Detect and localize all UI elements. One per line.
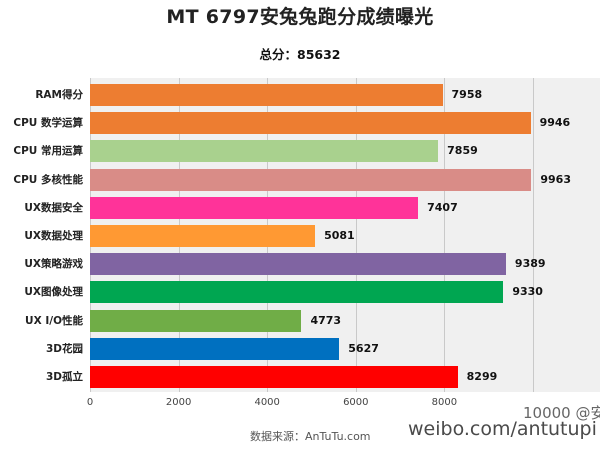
chart-title: MT 6797安兔兔跑分成绩曝光 [166,6,434,28]
bar-value-label: 5081 [324,229,355,242]
x-tick-label: 2000 [165,397,192,408]
bar-value-label: 9963 [540,172,571,186]
bar [90,225,316,247]
bar [90,140,439,163]
bar-value-label: 7859 [447,144,478,158]
gridline [355,78,357,392]
data-source: 数据来源：AnTuTu.com [250,430,371,443]
x-tick-label: 6000 [343,397,369,408]
bar-value-label: 9389 [514,257,546,271]
bar-value-label: 9946 [539,116,571,130]
category-label: UX I/O性能 [25,314,83,327]
bar [90,168,532,191]
bar [90,196,419,219]
gridline [533,78,534,392]
x-tick-label: 4000 [254,397,280,408]
bar-value-label: 9330 [512,285,543,299]
category-label: UX策略游戏 [24,258,83,271]
plot-area: 7958 9946 7859 9963 7407 5081 9389 9330 4773 5627… [90,78,600,392]
bar [90,366,458,388]
category-label: 3D孤立 [45,371,83,383]
x-tick-label: 8000 [431,397,458,408]
gridline [444,78,446,392]
watermark-overlap: 10000 @安 [523,404,600,422]
bar [90,309,302,332]
bar [90,112,531,135]
bar-value-label: 8299 [466,370,498,383]
category-label: RAM得分 [35,89,83,101]
x-tick-label: 0 [86,397,94,408]
bar [90,337,340,360]
bar-value-label: 5627 [348,341,379,355]
category-label: 3D花园 [45,342,83,355]
category-label: UX数据安全 [24,201,83,214]
chart-subtitle: 总分：85632 [259,47,341,62]
bar [90,281,504,304]
watermark: weibo.com/antutupi [408,418,597,440]
category-label: CPU 数学运算 [13,117,83,130]
bar-value-label: 7958 [451,88,483,101]
category-label: CPU 多核性能 [13,173,83,186]
bar [90,84,443,106]
category-label: UX图像处理 [24,286,83,299]
bar-value-label: 7407 [427,200,458,214]
category-label: UX数据处理 [24,230,83,242]
bar-value-label: 4773 [310,313,342,327]
bar [90,253,506,276]
category-label: CPU 常用运算 [13,145,83,158]
